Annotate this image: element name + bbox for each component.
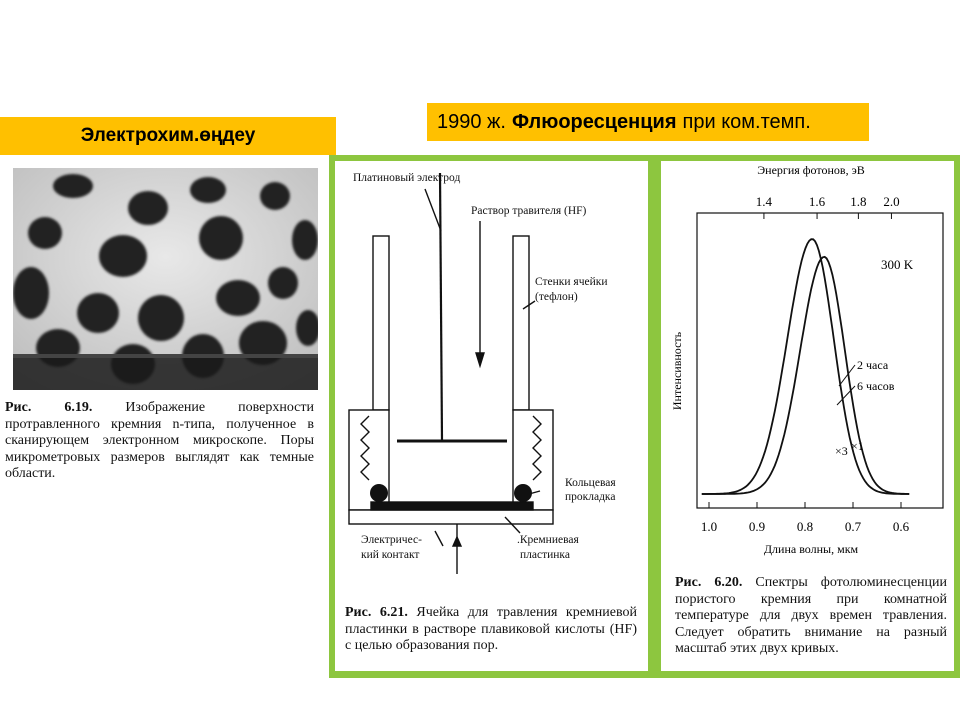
fig619-caption-text: Изображение поверхности протравленного к… bbox=[5, 400, 314, 481]
bottom-tick-label: 0.7 bbox=[845, 519, 862, 534]
fig621-panel: Платиновый электрод Раствор травителя (H… bbox=[335, 161, 648, 671]
top-tick-label: 1.8 bbox=[850, 194, 866, 209]
fig620-panel: Энергия фотонов, эВ 1.4 1.6 1.8 2.0 1.0 0.9 0… bbox=[661, 161, 954, 671]
sem-micrograph bbox=[13, 168, 318, 390]
fig619-caption: Рис. 6.19. Изображение поверхности протр… bbox=[5, 400, 314, 483]
fig620-caption: Рис. 6.20. Спектры фотолюминесценции пор… bbox=[675, 575, 947, 658]
bottom-tick-label: 1.0 bbox=[701, 519, 717, 534]
label-solution: Раствор травителя (HF) bbox=[471, 205, 587, 217]
fig620-caption-text: Спектры фотолюминесценции пористого крем… bbox=[675, 575, 947, 656]
scale-label-1: ×3 bbox=[835, 444, 848, 458]
top-tick-label: 2.0 bbox=[883, 194, 899, 209]
label-ring-2: прокладка bbox=[565, 491, 615, 503]
y-axis-label: Интенсивность bbox=[670, 331, 684, 410]
fig619-block: Рис. 6.19. Изображение поверхности протр… bbox=[5, 168, 318, 498]
left-label: Электрохим.өңдеу bbox=[0, 117, 336, 155]
fig620-caption-ref: Рис. 6.20. bbox=[675, 575, 743, 590]
series-line-1 bbox=[701, 255, 910, 495]
label-wafer-2: пластинка bbox=[520, 549, 570, 561]
top-axis-ticks: 1.4 1.6 1.8 2.0 bbox=[756, 194, 900, 219]
top-tick-label: 1.4 bbox=[756, 194, 773, 209]
temp-label: 300 K bbox=[881, 257, 914, 272]
right-label-bold: Флюоресценция bbox=[511, 110, 677, 133]
label-platinum: Платиновый электрод bbox=[353, 172, 460, 184]
bottom-tick-label: 0.8 bbox=[797, 519, 813, 534]
curve1-label: 2 часа bbox=[857, 358, 889, 372]
label-contact-1: Электричес- bbox=[361, 534, 422, 546]
bottom-tick-label: 0.9 bbox=[749, 519, 765, 534]
right-label-year: 1990 ж. bbox=[437, 110, 506, 133]
curves bbox=[701, 238, 910, 495]
top-axis-label: Энергия фотонов, эВ bbox=[757, 163, 864, 177]
right-label-rest: при ком.темп. bbox=[682, 110, 811, 133]
label-ring-1: Кольцевая bbox=[565, 477, 616, 489]
bottom-tick-label: 0.6 bbox=[893, 519, 910, 534]
right-label: 1990 ж. Флюоресценция при ком.темп. bbox=[427, 103, 869, 141]
label-walls-2: (тефлон) bbox=[535, 291, 578, 303]
x-axis-label: Длина волны, мкм bbox=[764, 542, 859, 556]
series-line-2 bbox=[701, 238, 910, 495]
fig621-caption-ref: Рис. 6.21. bbox=[345, 605, 408, 620]
label-contact-2: кий контакт bbox=[361, 549, 419, 561]
left-label-text: Электрохим.өңдеу bbox=[80, 125, 256, 146]
label-wafer-1: .Кремниевая bbox=[517, 534, 579, 546]
fig621-caption: Рис. 6.21. Ячейка для травления кремниев… bbox=[345, 605, 637, 655]
fig619-caption-ref: Рис. 6.19. bbox=[5, 400, 93, 415]
fig621-caption-text: Ячейка для травления кремниевой пластинк… bbox=[345, 605, 637, 653]
scale-label-2: ×1 bbox=[851, 439, 864, 453]
pl-spectrum-chart: Энергия фотонов, эВ 1.4 1.6 1.8 2.0 1.0 0.9 0… bbox=[670, 163, 944, 556]
curve2-label: 6 часов bbox=[857, 379, 895, 393]
top-tick-label: 1.6 bbox=[809, 194, 826, 209]
label-walls-1: Стенки ячейки bbox=[535, 276, 608, 288]
plot-frame bbox=[696, 212, 944, 509]
bottom-axis-ticks: 1.0 0.9 0.8 0.7 0.6 bbox=[701, 502, 910, 534]
etching-cell-diagram: Платиновый электрод Раствор травителя (H… bbox=[348, 172, 616, 574]
